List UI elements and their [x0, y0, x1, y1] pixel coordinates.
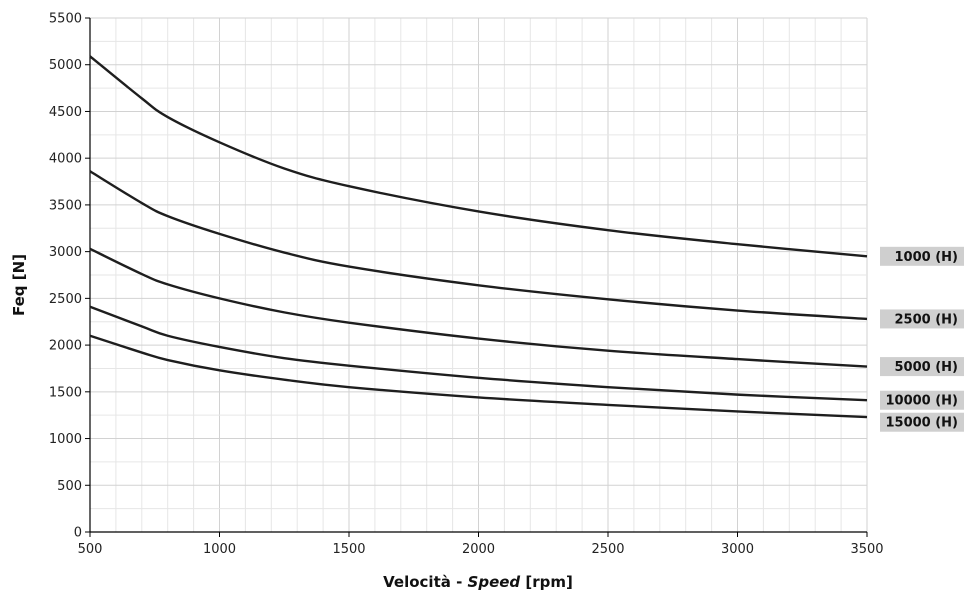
y-tick-label: 3000	[49, 245, 82, 260]
series-line	[89, 334, 868, 419]
series-label: 1000 (H)	[895, 250, 958, 265]
x-tick-label: 3000	[721, 542, 754, 557]
series-label-box	[880, 412, 964, 432]
series-label-box	[880, 390, 964, 410]
y-tick-label: 2500	[49, 292, 82, 307]
tick-labels: 0500100015002000250030003500400045005000…	[49, 12, 884, 558]
x-tick-label: 500	[78, 542, 103, 557]
x-tick-label: 3500	[850, 542, 883, 557]
series-label: 2500 (H)	[895, 312, 958, 327]
y-tick-label: 1500	[49, 385, 82, 400]
grid	[89, 17, 868, 533]
y-axis-title: Feq [N]	[10, 254, 28, 316]
y-tick-label: 1000	[49, 432, 82, 447]
series-line	[89, 305, 868, 402]
series-line	[89, 247, 868, 368]
y-tick-label: 2000	[49, 339, 82, 354]
series-label-box	[880, 309, 964, 329]
y-tick-label: 5000	[49, 58, 82, 73]
axes	[85, 17, 868, 537]
series-lines	[89, 55, 868, 419]
x-axis-title-prefix: Velocità -	[383, 573, 467, 591]
series-label-box	[880, 357, 964, 377]
y-tick-label: 5500	[49, 12, 82, 27]
y-tick-label: 4000	[49, 152, 82, 167]
series-label: 5000 (H)	[895, 360, 958, 375]
series-label: 15000 (H)	[885, 416, 958, 431]
x-tick-label: 1000	[203, 542, 236, 557]
y-tick-label: 500	[57, 479, 82, 494]
x-tick-label: 2000	[462, 542, 495, 557]
series-label: 10000 (H)	[885, 394, 958, 409]
y-tick-label: 3500	[49, 198, 82, 213]
series-line	[89, 55, 868, 258]
x-tick-label: 2500	[591, 542, 624, 557]
x-axis-title: Velocità - Speed [rpm]	[383, 573, 573, 591]
x-axis-title-italic: Speed	[468, 573, 521, 591]
series-line	[89, 170, 868, 321]
x-tick-label: 1500	[332, 542, 365, 557]
x-axis-title-suffix: [rpm]	[520, 573, 573, 591]
series-labels: 1000 (H) 2500 (H) 5000 (H) 10000 (H) 15000 (…	[880, 246, 964, 432]
series-label-box	[880, 246, 964, 266]
y-tick-label: 4500	[49, 105, 82, 120]
y-tick-label: 0	[74, 526, 82, 541]
